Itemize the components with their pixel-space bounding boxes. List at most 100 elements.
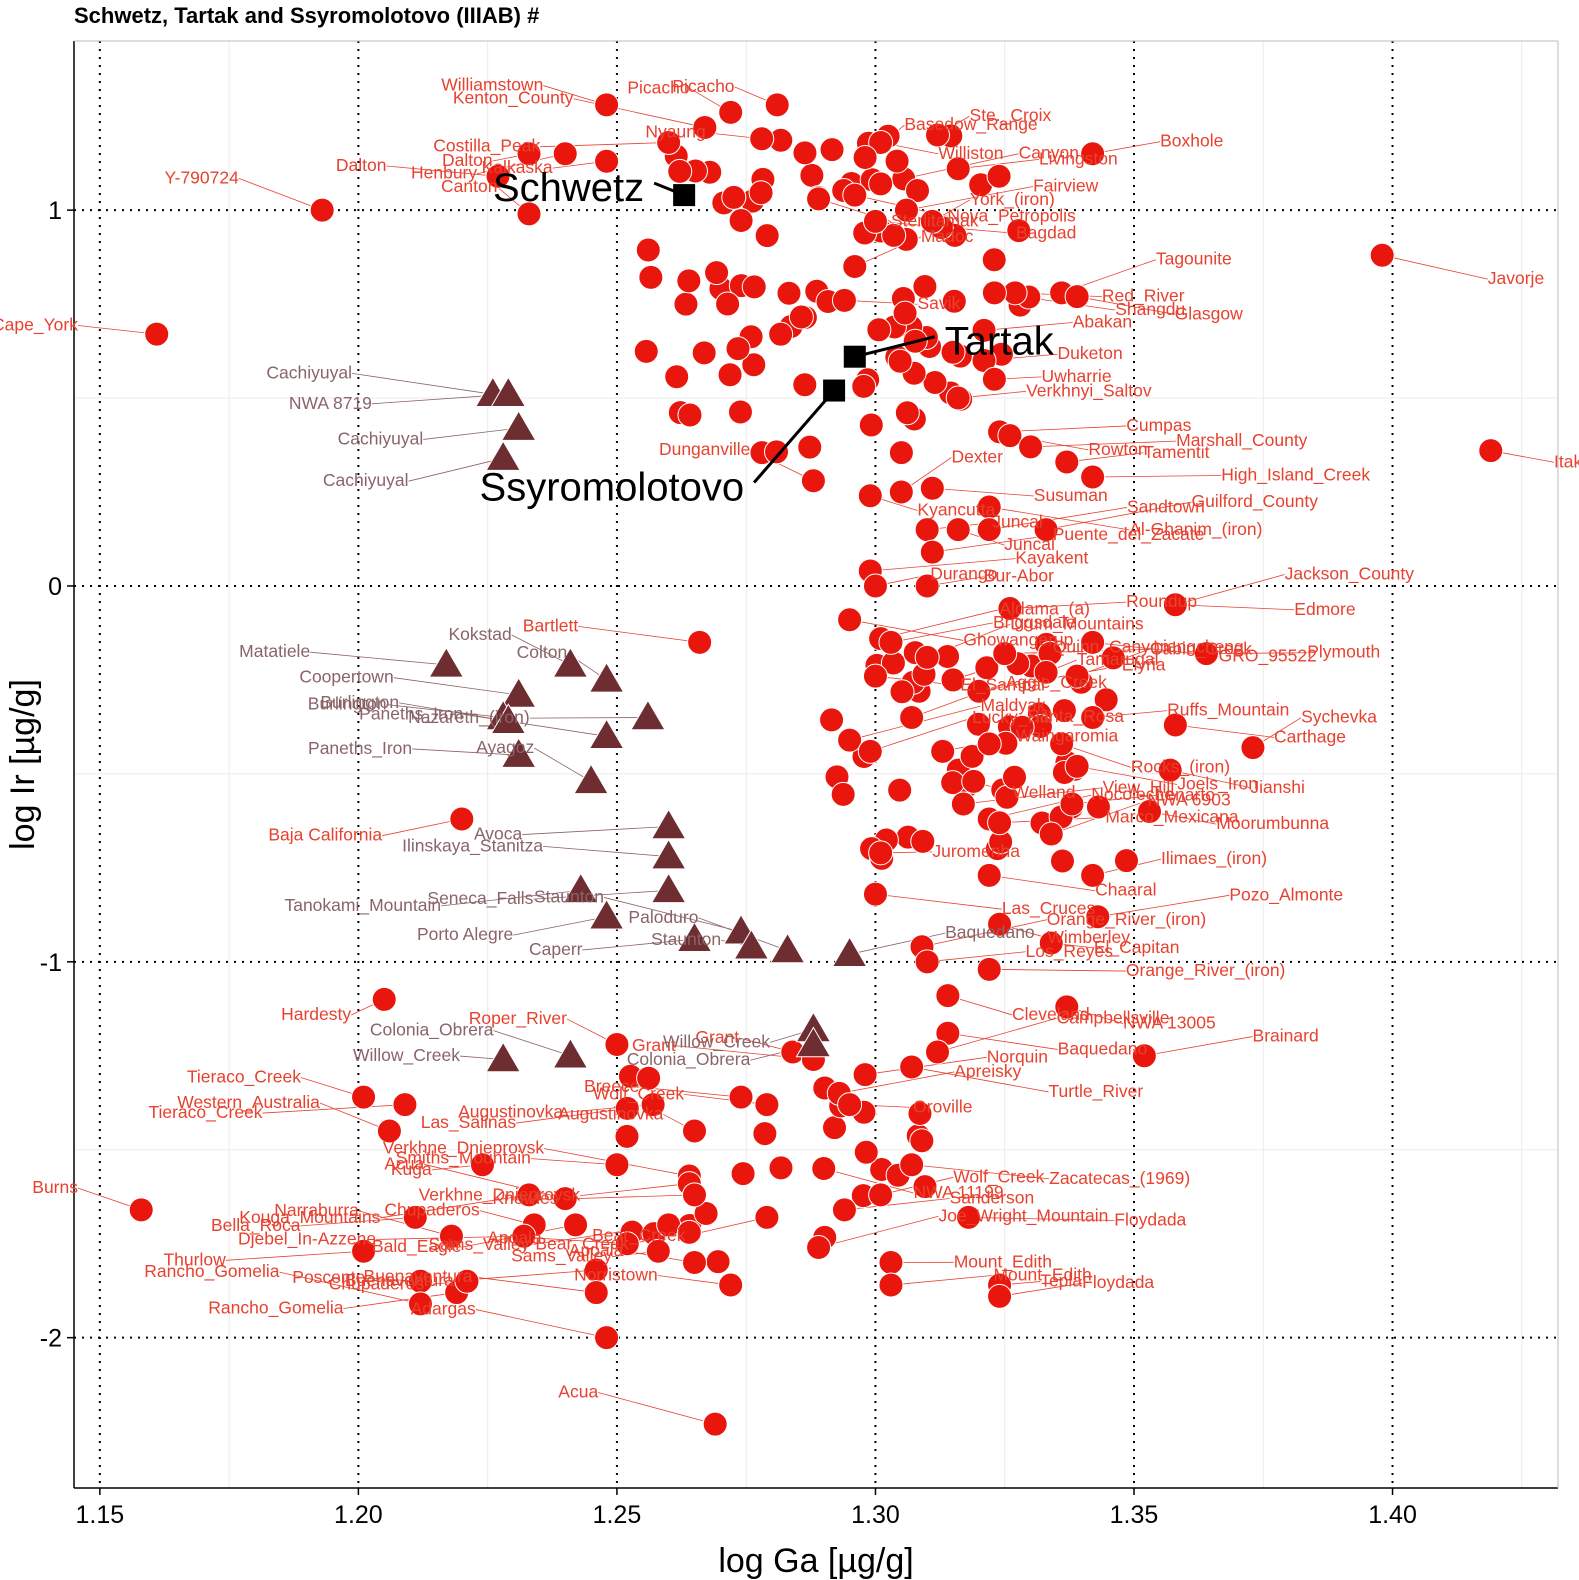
data-point-circle bbox=[831, 1197, 857, 1223]
leader-line bbox=[839, 1071, 955, 1094]
data-point-circle bbox=[692, 114, 718, 140]
data-point-circle bbox=[635, 237, 661, 263]
data-point-circle bbox=[633, 338, 659, 364]
point-label: Staunton bbox=[534, 886, 604, 906]
data-point-circle bbox=[945, 156, 971, 182]
data-point-circle bbox=[912, 274, 938, 300]
highlight-points: Schwetz Tartak Ssyromolotovo bbox=[480, 166, 1055, 509]
point-label: Briggsdale bbox=[993, 612, 1076, 632]
data-point-circle bbox=[681, 1249, 707, 1275]
point-label: Burlington bbox=[308, 694, 387, 714]
data-point-circle bbox=[852, 1062, 878, 1088]
data-point-circle bbox=[1054, 994, 1080, 1020]
point-label: Waingaromia bbox=[1016, 726, 1119, 746]
leader-line bbox=[511, 634, 571, 666]
data-point-circle bbox=[997, 596, 1023, 622]
leader-line bbox=[1144, 1036, 1253, 1057]
point-label: Coopertown bbox=[299, 667, 393, 687]
point-label: Tieraco_Creek bbox=[187, 1067, 301, 1088]
data-point-circle bbox=[981, 280, 1007, 306]
point-label: Colonia_Obrera bbox=[627, 1049, 751, 1070]
point-label: Sandtown bbox=[1127, 496, 1205, 516]
data-point-circle bbox=[1085, 904, 1111, 930]
data-point-circle bbox=[831, 287, 857, 313]
leader-line bbox=[937, 1017, 1057, 1053]
data-point-circle bbox=[912, 1174, 938, 1200]
leader-line bbox=[1175, 574, 1285, 606]
data-point-circle bbox=[351, 1238, 377, 1264]
point-label: Shangdu bbox=[1115, 299, 1185, 319]
data-point-circle bbox=[788, 304, 814, 330]
point-label: Canyon bbox=[1019, 143, 1079, 163]
data-point-circle bbox=[594, 148, 620, 174]
data-point-circle bbox=[667, 158, 693, 184]
point-label: Norquin bbox=[987, 1046, 1048, 1066]
data-point-circle bbox=[862, 881, 888, 907]
data-point-circle bbox=[516, 1182, 542, 1208]
point-label: Sams_Valley bbox=[429, 1234, 530, 1255]
data-point-circle bbox=[819, 137, 845, 163]
leader-line bbox=[1077, 765, 1178, 785]
point-label: Ilinskaya_Stanitza bbox=[402, 835, 543, 856]
point-label: Edmore bbox=[1294, 599, 1355, 619]
point-label: Paneths_Iron bbox=[359, 703, 463, 724]
data-point-triangle bbox=[500, 410, 537, 441]
point-label: Acua bbox=[558, 1382, 598, 1402]
point-label: Tagounite bbox=[1156, 249, 1232, 269]
data-point-circle bbox=[1093, 687, 1119, 713]
point-label: Bear_Creek bbox=[535, 1233, 629, 1254]
data-point-circle bbox=[485, 163, 511, 189]
data-point-circle bbox=[144, 321, 170, 347]
point-label: Cumpas bbox=[1126, 415, 1191, 435]
point-label: Sterlitamak bbox=[891, 211, 979, 231]
point-label: Hardesty bbox=[281, 1004, 351, 1024]
data-point-circle bbox=[469, 1152, 495, 1178]
point-label: Drum_Mountains bbox=[1010, 613, 1143, 634]
data-point-circle bbox=[1240, 735, 1266, 761]
data-point-circle bbox=[704, 260, 730, 286]
point-label: Joe_Wright_Mountain bbox=[938, 1205, 1108, 1226]
data-point-circle bbox=[1137, 798, 1163, 824]
leader-line bbox=[818, 1215, 939, 1248]
point-label: Mount_Edith bbox=[993, 1264, 1091, 1285]
data-point-circle bbox=[858, 412, 884, 438]
leader-line bbox=[1071, 794, 1156, 805]
point-label: Roper_River bbox=[469, 1008, 567, 1029]
point-label: Adargas bbox=[411, 1299, 476, 1319]
data-point-circle bbox=[1478, 438, 1504, 464]
data-point-triangle bbox=[552, 646, 589, 678]
point-label: Augustinovka bbox=[458, 1102, 563, 1122]
data-point-circle bbox=[676, 268, 702, 294]
data-point-circle bbox=[1054, 449, 1080, 475]
data-point-triangle bbox=[588, 898, 625, 930]
point-label: El_Capitan bbox=[1094, 937, 1180, 958]
point-label: Kayakent bbox=[1015, 548, 1088, 568]
point-label: Baquedano bbox=[1058, 1038, 1148, 1058]
data-point-circle bbox=[919, 208, 945, 234]
point-label: Itaka bbox=[1554, 451, 1579, 471]
leader-line bbox=[529, 717, 648, 719]
data-point-circle bbox=[811, 1156, 837, 1182]
data-point-circle bbox=[725, 336, 751, 362]
data-point-triangle bbox=[552, 1037, 589, 1069]
point-label: Nazareth_(iron) bbox=[408, 707, 530, 728]
data-point-circle bbox=[961, 768, 987, 794]
data-point-circle bbox=[681, 1118, 707, 1144]
point-label: Puente_del_Zacate bbox=[1053, 524, 1205, 545]
point-label: Porto Alegre bbox=[417, 924, 513, 944]
point-label: Augustinovka bbox=[558, 1103, 663, 1123]
point-label: Narraburra bbox=[274, 1200, 359, 1220]
data-point-circle bbox=[909, 1128, 935, 1154]
point-label: Marco_Mexicana bbox=[1105, 806, 1239, 827]
data-point-circle bbox=[852, 145, 878, 171]
data-point-circle bbox=[887, 777, 913, 803]
data-point-circle bbox=[925, 122, 951, 148]
point-label: Roundup bbox=[1126, 591, 1197, 611]
point-label: Cleveland bbox=[1012, 1004, 1090, 1024]
chart-title: Schwetz, Tartak and Ssyromolotovo (IIIAB… bbox=[74, 3, 540, 28]
point-label: Basedow_Range bbox=[904, 114, 1037, 135]
data-point-circle bbox=[914, 644, 940, 670]
leader-line bbox=[1097, 894, 1230, 918]
point-label: Bagdad bbox=[1016, 222, 1076, 242]
point-label: Al-Ghanim_(iron) bbox=[1129, 519, 1262, 540]
